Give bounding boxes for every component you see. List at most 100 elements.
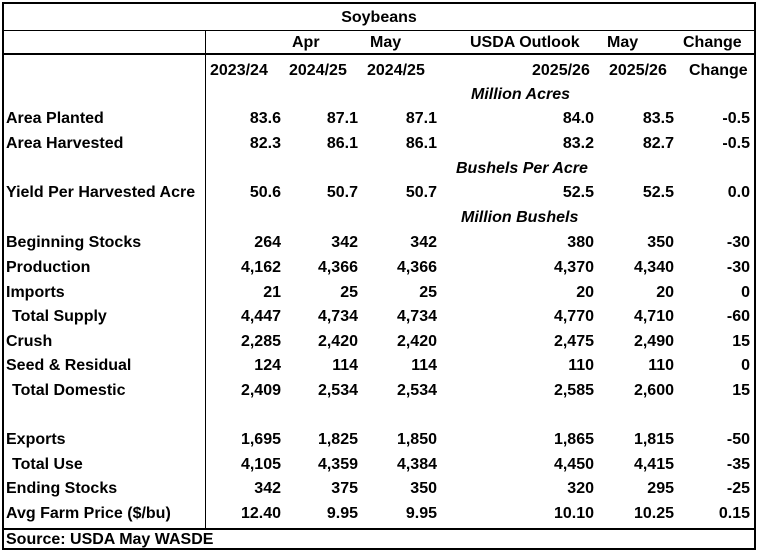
col-may-2025-26-value: 83.5 — [642, 110, 674, 127]
col-may-2025-26-value: 2,490 — [633, 333, 674, 350]
col-may-2025-26-value: 4,710 — [633, 308, 674, 325]
col-may-2025-26-value: 82.7 — [642, 135, 674, 152]
col-outlook-2025-26-value: 1,865 — [553, 431, 594, 448]
col-may-2024-25-value: 4,384 — [396, 456, 437, 473]
table-title: Soybeans — [4, 4, 754, 31]
col-change-value: -30 — [726, 259, 750, 276]
col-outlook-2025-26-value: 4,370 — [553, 259, 594, 276]
col-may-2024-25-value: 25 — [419, 284, 437, 301]
row-label: Ending Stocks — [6, 480, 118, 497]
col-apr-2024-25-value: 342 — [331, 234, 358, 251]
col-2023-24-value: 2,409 — [240, 382, 281, 399]
table-row: Avg Farm Price ($/bu) 12.40 9.95 9.95 10.10 1… — [4, 502, 754, 527]
col-apr-2024-25-value: 50.7 — [326, 184, 358, 201]
header-change-col: Change — [689, 62, 748, 79]
col-2023-24-value: 4,105 — [240, 456, 281, 473]
col-change-value: 0 — [741, 357, 750, 374]
col-outlook-2025-26-value: 10.10 — [553, 505, 594, 522]
col-2023-24-value: 1,695 — [240, 431, 281, 448]
col-may-2024-25-value: 350 — [410, 480, 437, 497]
col-apr-2024-25-value: 4,734 — [317, 308, 358, 325]
col-change-value: -50 — [726, 431, 750, 448]
header-may: May — [370, 34, 402, 51]
col-may-2024-25-value: 4,734 — [396, 308, 437, 325]
col-apr-2024-25-value: 375 — [331, 480, 358, 497]
col-change-value: -0.5 — [722, 135, 750, 152]
col-may-2025-26-value: 4,415 — [633, 456, 674, 473]
col-2023-24-value: 83.6 — [249, 110, 281, 127]
header-row-top: Apr May USDA Outlook May Change — [4, 31, 754, 55]
header-may-2: May — [607, 34, 639, 51]
col-2023-24-value: 4,162 — [240, 259, 281, 276]
table-row: Ending Stocks 342 375 350 320 295 -25 — [4, 477, 754, 502]
col-may-2025-26-value: 20 — [656, 284, 674, 301]
col-2023-24-value: 12.40 — [240, 505, 281, 522]
col-2023-24-value: 342 — [254, 480, 281, 497]
col-change-value: -25 — [726, 480, 750, 497]
col-change-value: -60 — [726, 308, 750, 325]
col-change-value: 0.15 — [718, 505, 750, 522]
header-row-years: 2023/24 2024/25 2024/25 2025/26 2025/26 … — [4, 57, 754, 84]
col-outlook-2025-26-value: 20 — [576, 284, 594, 301]
col-change-value: 0 — [741, 284, 750, 301]
col-may-2024-25-value: 87.1 — [405, 110, 437, 127]
row-label: Production — [6, 259, 91, 276]
col-outlook-2025-26-value: 320 — [567, 480, 594, 497]
column-divider — [205, 31, 206, 528]
col-may-2024-25-value: 4,366 — [396, 259, 437, 276]
row-label: Yield Per Harvested Acre — [6, 184, 196, 201]
col-may-2025-26-value: 110 — [648, 357, 674, 374]
col-2023-24-value: 264 — [254, 234, 281, 251]
col-may-2025-26-value: 295 — [647, 480, 674, 497]
header-usda-outlook: USDA Outlook — [470, 34, 580, 51]
col-apr-2024-25-value: 4,359 — [317, 456, 358, 473]
col-outlook-2025-26-value: 380 — [567, 234, 594, 251]
table-row: Area Harvested 82.3 86.1 86.1 83.2 82.7 -0.5 — [4, 132, 754, 157]
table-row: Imports 21 25 25 20 20 0 — [4, 281, 754, 306]
col-2023-24-value: 50.6 — [249, 184, 281, 201]
col-may-2024-25-value: 342 — [410, 234, 437, 251]
source-note: Source: USDA May WASDE — [4, 528, 754, 550]
col-change-value: 15 — [732, 333, 750, 350]
table-row: Total Domestic 2,409 2,534 2,534 2,585 2,600 1… — [4, 379, 754, 404]
col-apr-2024-25-value: 4,366 — [317, 259, 358, 276]
table-row: Production 4,162 4,366 4,366 4,370 4,340 -30 — [4, 256, 754, 281]
header-apr: Apr — [292, 34, 320, 51]
col-outlook-2025-26-value: 4,450 — [553, 456, 594, 473]
col-may-2025-26-value: 10.25 — [633, 505, 674, 522]
row-label: Exports — [6, 431, 66, 448]
col-outlook-2025-26-value: 4,770 — [553, 308, 594, 325]
col-change-value: 0.0 — [727, 184, 750, 201]
table-row: Yield Per Harvested Acre 50.6 50.7 50.7 52.5… — [4, 181, 754, 206]
col-2023-24-value: 2,285 — [240, 333, 281, 350]
col-apr-2024-25-value: 1,825 — [317, 431, 358, 448]
col-apr-2024-25-value: 87.1 — [326, 110, 358, 127]
col-outlook-2025-26-value: 83.2 — [562, 135, 594, 152]
col-outlook-2025-26-value: 2,475 — [553, 333, 594, 350]
table-row: Beginning Stocks 264 342 342 380 350 -30 — [4, 231, 754, 256]
row-label: Beginning Stocks — [6, 234, 142, 251]
row-label: Total Use — [12, 456, 83, 473]
table-row: Area Planted 83.6 87.1 87.1 84.0 83.5 -0.5 — [4, 107, 754, 132]
col-may-2024-25-value: 9.95 — [405, 505, 437, 522]
col-outlook-2025-26-value: 84.0 — [562, 110, 594, 127]
col-change-value: -35 — [726, 456, 750, 473]
header-year-2025-26-may: 2025/26 — [609, 62, 667, 79]
col-outlook-2025-26-value: 2,585 — [553, 382, 594, 399]
col-apr-2024-25-value: 25 — [340, 284, 358, 301]
header-change: Change — [683, 34, 742, 51]
row-label: Seed & Residual — [6, 357, 132, 374]
col-change-value: 15 — [732, 382, 750, 399]
unit-million-bushels: Million Bushels — [461, 209, 579, 226]
col-apr-2024-25-value: 2,420 — [317, 333, 358, 350]
col-apr-2024-25-value: 2,534 — [317, 382, 358, 399]
unit-million-acres: Million Acres — [471, 86, 570, 103]
col-2023-24-value: 124 — [254, 357, 281, 374]
col-may-2025-26-value: 52.5 — [642, 184, 674, 201]
col-may-2024-25-value: 114 — [411, 357, 437, 374]
col-may-2024-25-value: 2,420 — [396, 333, 437, 350]
row-label: Total Domestic — [12, 382, 126, 399]
col-may-2025-26-value: 4,340 — [633, 259, 674, 276]
col-may-2024-25-value: 86.1 — [405, 135, 437, 152]
